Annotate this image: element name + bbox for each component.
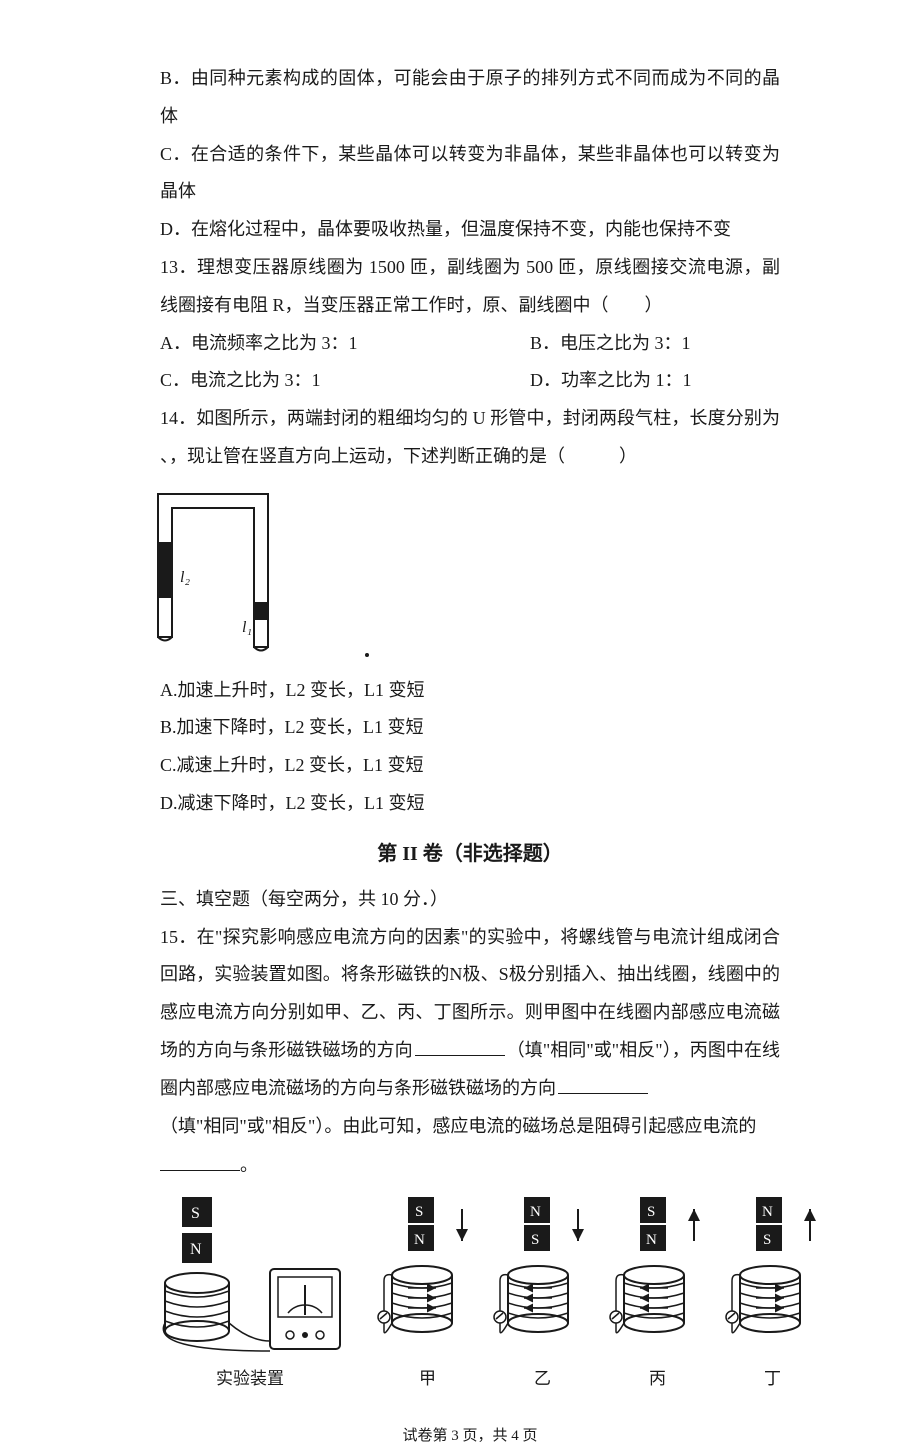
q14-stem: 14．如图所示，两端封闭的粗细均匀的 U 形管中，封闭两段气柱，长度分别为 、，… xyxy=(160,400,780,476)
q12-option-c: C．在合适的条件下，某些晶体可以转变为非晶体，某些非晶体也可以转变为晶体 xyxy=(160,136,780,212)
q15-degree-line: 。 xyxy=(160,1147,780,1185)
caption-d: 丁 xyxy=(764,1361,781,1397)
svg-text:S: S xyxy=(415,1204,423,1220)
q13-option-b: B．电压之比为 3：1 xyxy=(530,325,780,363)
q15-degree: 。 xyxy=(240,1155,258,1175)
q13-options-row1: A．电流频率之比为 3：1 B．电压之比为 3：1 xyxy=(160,325,780,363)
page-content: B．由同种元素构成的固体，可能会由于原子的排列方式不同而成为不同的晶体 C．在合… xyxy=(160,60,780,1452)
q13-options-row2: C．电流之比为 3：1 D．功率之比为 1：1 xyxy=(160,362,780,400)
stray-dot xyxy=(365,653,369,657)
svg-text:N: N xyxy=(530,1204,541,1220)
section3-heading: 三、填空题（每空两分，共 10 分．） xyxy=(160,881,780,919)
svg-text:N: N xyxy=(646,1232,657,1248)
l2-label: l₂ xyxy=(180,569,190,586)
q13-option-a: A．电流频率之比为 3：1 xyxy=(160,325,410,363)
svg-text:N: N xyxy=(190,1241,202,1258)
figure-captions: 实验装置 甲 乙 丙 丁 xyxy=(150,1361,830,1397)
svg-text:N: N xyxy=(414,1232,425,1248)
q12-option-b: B．由同种元素构成的固体，可能会由于原子的排列方式不同而成为不同的晶体 xyxy=(160,60,780,136)
svg-text:S: S xyxy=(191,1205,200,1222)
caption-device: 实验装置 xyxy=(150,1361,350,1397)
u-tube-diagram: l₂ l₁ xyxy=(150,482,780,666)
svg-text:S: S xyxy=(763,1232,771,1248)
q14-option-a: A.加速上升时，L2 变长，L1 变短 xyxy=(160,672,780,710)
svg-text:N: N xyxy=(762,1204,773,1220)
svg-text:S: S xyxy=(647,1204,655,1220)
coil-figures: S N N S xyxy=(370,1191,830,1361)
l1-label: l₁ xyxy=(242,619,252,636)
device-figure: S N xyxy=(150,1191,350,1361)
q13-option-c: C．电流之比为 3：1 xyxy=(160,362,410,400)
part2-heading: 第 II 卷（非选择题） xyxy=(160,833,780,875)
page-footer: 试卷第 3 页，共 4 页 xyxy=(160,1421,780,1452)
q15-figures: S N xyxy=(150,1191,830,1361)
svg-text:S: S xyxy=(531,1232,539,1248)
caption-a: 甲 xyxy=(419,1361,436,1397)
q14-option-d: D.减速下降时，L2 变长，L1 变短 xyxy=(160,785,780,823)
q12-option-d: D．在熔化过程中，晶体要吸收热量，但温度保持不变，内能也保持不变 xyxy=(160,211,780,249)
q15-line2: （填"相同"或"相反"）。由此可知，感应电流的磁场总是阻碍引起感应电流的 xyxy=(160,1108,780,1146)
q15-body: 15．在"探究影响感应电流方向的因素"的实验中，将螺线管与电流计组成闭合回路，实… xyxy=(160,919,780,1108)
caption-b: 乙 xyxy=(534,1361,551,1397)
q14-option-c: C.减速上升时，L2 变长，L1 变短 xyxy=(160,747,780,785)
caption-c: 丙 xyxy=(649,1361,666,1397)
blank-1 xyxy=(415,1038,505,1056)
q14-option-b: B.加速下降时，L2 变长，L1 变短 xyxy=(160,709,780,747)
q13-stem: 13．理想变压器原线圈为 1500 匝，副线圈为 500 匝，原线圈接交流电源，… xyxy=(160,249,780,325)
blank-3 xyxy=(160,1153,240,1171)
blank-2 xyxy=(558,1076,648,1094)
q13-option-d: D．功率之比为 1：1 xyxy=(530,362,780,400)
